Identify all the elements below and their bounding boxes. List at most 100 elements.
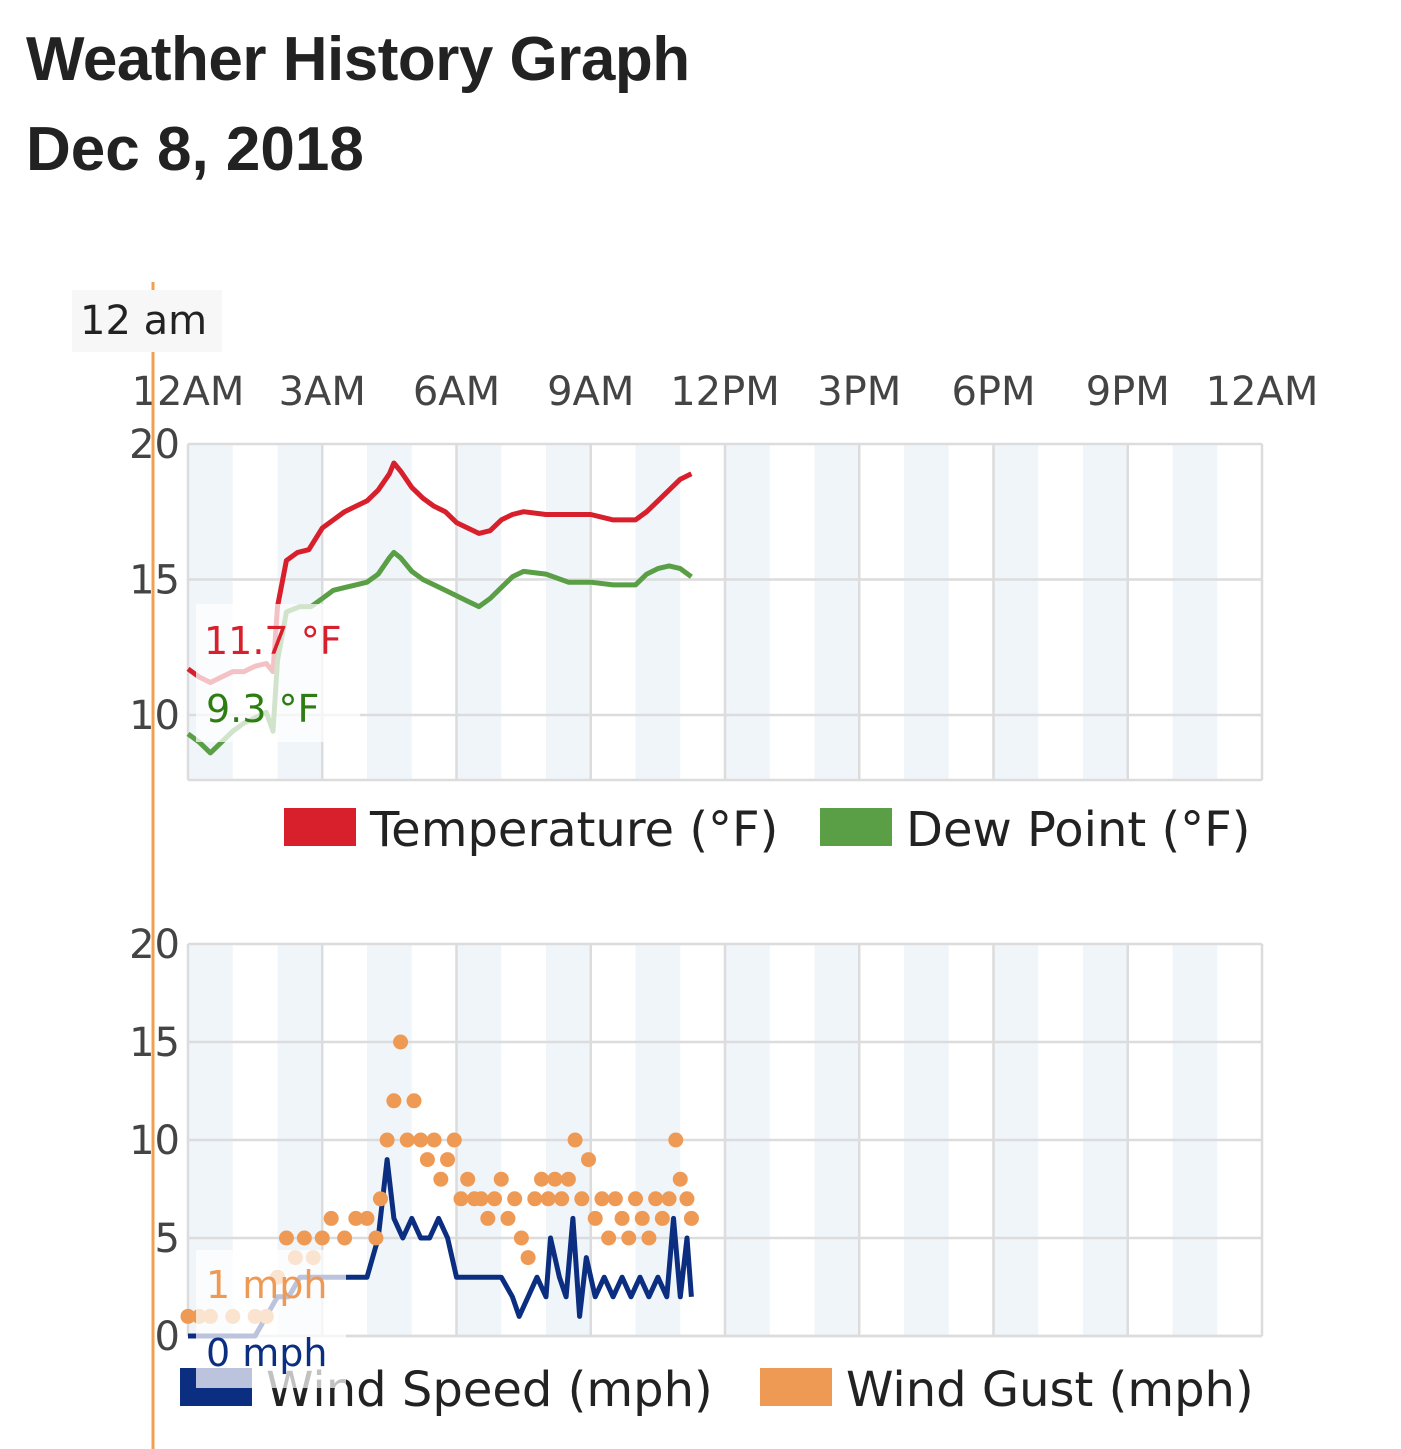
wind-gust-point[interactable] [348,1210,364,1226]
temperature-chart-bands [188,444,1218,780]
x-tick-label: 9AM [547,369,634,415]
wind-gust-point[interactable] [419,1152,435,1168]
wind-gust-point[interactable] [406,1093,422,1109]
wind-gust-point[interactable] [413,1132,429,1148]
wind-gust-point[interactable] [520,1250,536,1266]
wind-hover-tooltip: 1 mph 0 mph [196,1250,346,1388]
legend-swatch-dew-point[interactable] [820,808,892,846]
hover-dew-point-value: 9.3 °F [206,687,319,731]
hover-time-label-box [72,290,222,352]
hour-band [546,444,591,780]
wind-gust-point[interactable] [507,1191,523,1207]
y-tick-label: 5 [155,1216,180,1262]
wind-gust-point[interactable] [607,1191,623,1207]
page-date: Dec 8, 2018 [26,115,364,184]
wind-gust-point[interactable] [386,1093,402,1109]
wind-gust-point[interactable] [368,1230,384,1246]
wind-gust-point[interactable] [453,1191,469,1207]
wind-gust-point[interactable] [547,1171,563,1187]
wind-gust-point[interactable] [487,1191,503,1207]
hour-band [367,444,412,780]
wind-gust-point[interactable] [379,1132,395,1148]
wind-gust-point[interactable] [614,1210,630,1226]
hover-label-backdrop [196,1250,346,1388]
wind-gust-point[interactable] [399,1132,415,1148]
temperature-chart-legend: Temperature (°F) Dew Point (°F) [284,802,1251,858]
wind-gust-point[interactable] [567,1132,583,1148]
legend-label-wind-gust[interactable]: Wind Gust (mph) [846,1362,1254,1418]
wind-gust-point[interactable] [480,1210,496,1226]
wind-gust-point[interactable] [440,1152,456,1168]
wind-gust-point[interactable] [323,1210,339,1226]
wind-gust-point[interactable] [581,1152,597,1168]
wind-gust-point[interactable] [648,1191,664,1207]
wind-gust-point[interactable] [574,1191,590,1207]
x-tick-label: 3PM [817,369,901,415]
temperature-chart[interactable]: 12AM 3AM 6AM 9AM 12PM 3PM 6PM 9PM 12AM 20 15 10 Te… [129,369,1318,858]
wind-gust-point[interactable] [460,1171,476,1187]
wind-gust-point[interactable] [672,1171,688,1187]
wind-gust-point[interactable] [180,1308,196,1324]
wind-gust-point[interactable] [314,1230,330,1246]
wind-gust-point[interactable] [534,1171,550,1187]
y-tick-label: 10 [129,1118,180,1164]
hover-time-label: 12 am [80,298,207,344]
hover-temperature-value: 11.7 °F [204,619,342,663]
temperature-chart-y-ticks: 20 15 10 [129,422,180,739]
x-tick-label: 12PM [670,369,780,415]
legend-swatch-temperature[interactable] [284,808,356,846]
wind-gust-point[interactable] [540,1191,556,1207]
wind-gust-point[interactable] [446,1132,462,1148]
x-tick-label: 3AM [279,369,366,415]
wind-gust-point[interactable] [587,1210,603,1226]
wind-gust-point[interactable] [296,1230,312,1246]
wind-gust-point[interactable] [679,1191,695,1207]
hour-band [814,444,860,780]
wind-gust-point[interactable] [359,1210,375,1226]
wind-gust-point[interactable] [473,1191,489,1207]
wind-gust-point[interactable] [654,1210,670,1226]
wind-gust-point[interactable] [337,1230,353,1246]
legend-label-dew-point[interactable]: Dew Point (°F) [906,802,1251,858]
wind-gust-point[interactable] [372,1191,388,1207]
wind-gust-point[interactable] [493,1171,509,1187]
hour-band [635,444,681,780]
wind-gust-point[interactable] [683,1210,699,1226]
hover-wind-gust-value: 1 mph [206,1263,327,1307]
wind-gust-point[interactable] [628,1191,643,1207]
hour-band [1083,444,1128,780]
hour-band [904,444,949,780]
wind-gust-point[interactable] [668,1132,684,1148]
x-tick-label: 6PM [951,369,1035,415]
wind-gust-point[interactable] [601,1230,617,1246]
wind-gust-point[interactable] [661,1191,677,1207]
temperature-hover-tooltip: 11.7 °F 9.3 °F [196,604,360,742]
hover-wind-speed-value: 0 mph [206,1331,327,1375]
legend-swatch-wind-gust[interactable] [760,1368,832,1406]
wind-chart-grid [186,942,1264,1338]
wind-gust-point[interactable] [393,1034,409,1050]
hour-band [1172,444,1218,780]
y-tick-label: 15 [129,557,180,603]
wind-gust-point[interactable] [554,1191,570,1207]
legend-label-temperature[interactable]: Temperature (°F) [369,802,778,858]
hover-cursor[interactable]: 12 am [72,282,222,1449]
y-tick-label: 15 [129,1020,180,1066]
wind-gust-point[interactable] [594,1191,610,1207]
y-tick-label: 10 [129,693,180,739]
wind-gust-point[interactable] [560,1171,576,1187]
wind-gust-point[interactable] [634,1210,650,1226]
hour-band [725,444,770,780]
wind-gust-point[interactable] [500,1210,516,1226]
wind-gust-point[interactable] [527,1191,543,1207]
y-tick-label: 20 [129,422,180,468]
wind-gust-point[interactable] [426,1132,442,1148]
wind-gust-point[interactable] [433,1171,449,1187]
wind-gust-point[interactable] [621,1230,637,1246]
wind-gust-point[interactable] [278,1230,294,1246]
x-tick-label: 12AM [1206,369,1319,415]
wind-gust-point[interactable] [513,1230,529,1246]
wind-gust-point[interactable] [641,1230,657,1246]
